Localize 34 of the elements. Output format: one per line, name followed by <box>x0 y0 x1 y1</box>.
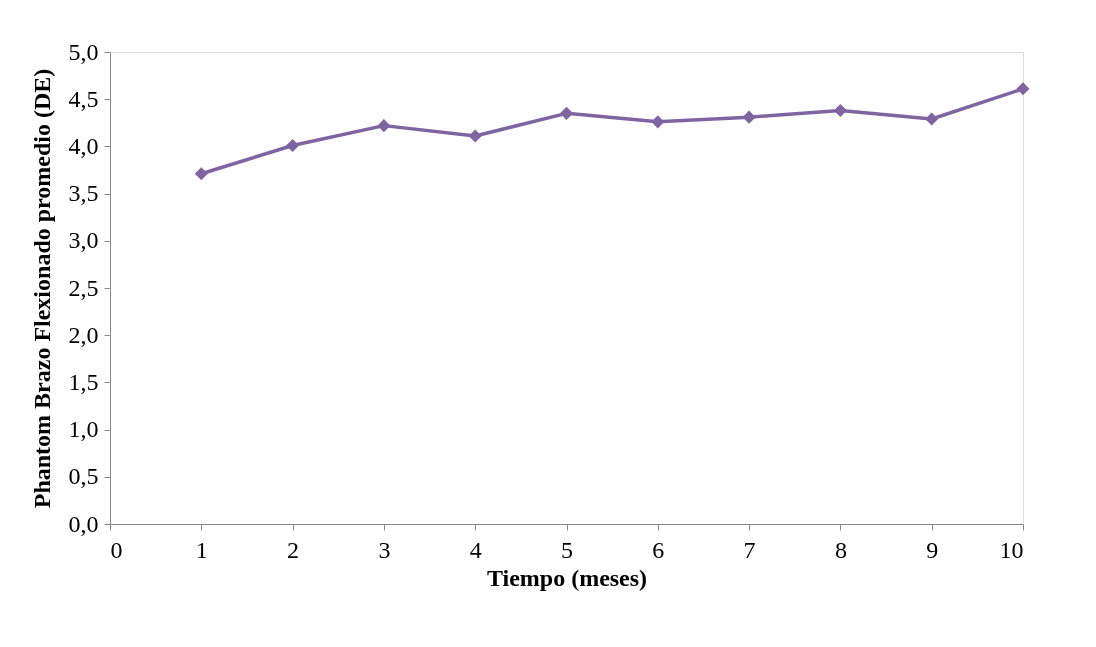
y-tick-label: 4,0 <box>68 132 99 159</box>
y-tick-label: 3,5 <box>68 180 99 207</box>
y-axis-title: Phantom Brazo Flexionado promedio (DE) <box>28 68 55 509</box>
point <box>468 129 482 143</box>
x-tick-label: 3 <box>378 536 391 563</box>
y-tick-label: 4,5 <box>68 85 99 112</box>
y-tick-label: 2,5 <box>68 274 99 301</box>
x-tick-label: 0 <box>110 536 123 563</box>
point <box>925 112 939 126</box>
point <box>651 115 665 129</box>
y-tick-label: 5,0 <box>68 38 99 65</box>
point <box>286 138 300 152</box>
y-tick-label: 1,5 <box>68 368 99 395</box>
point <box>1016 82 1030 96</box>
x-tick-label: 8 <box>834 536 847 563</box>
x-tick-label: 10 <box>999 536 1024 563</box>
y-tick-label: 3,0 <box>68 227 99 254</box>
x-tick-label: 1 <box>195 536 208 563</box>
x-tick-label: 9 <box>926 536 939 563</box>
y-tick-label: 0,5 <box>68 463 99 490</box>
x-axis-title: Tiempo (meses) <box>486 564 648 591</box>
y-tick-label: 0,0 <box>68 510 99 537</box>
y-tick-label: 2,0 <box>68 321 99 348</box>
x-tick-label: 4 <box>469 536 482 563</box>
x-tick-label: 5 <box>561 536 573 563</box>
x-tick-label: 7 <box>743 536 756 563</box>
point <box>377 119 391 133</box>
point <box>559 106 574 120</box>
x-tick-label: 6 <box>652 536 665 563</box>
y-tick-label: 1,0 <box>68 416 99 443</box>
point <box>742 110 756 124</box>
point <box>833 104 847 118</box>
point <box>194 167 208 181</box>
x-tick-label: 2 <box>287 536 300 563</box>
